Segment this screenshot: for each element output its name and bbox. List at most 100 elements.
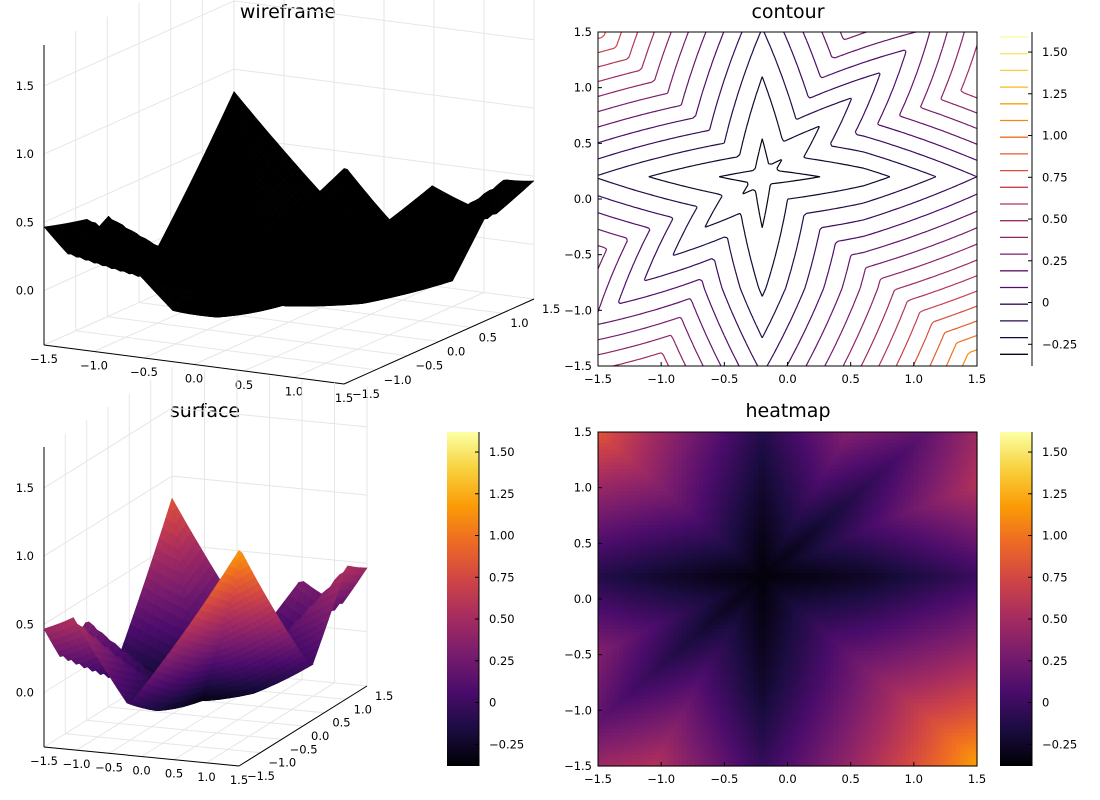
grid-line <box>233 0 535 41</box>
z-tick-label: 1.5 <box>16 79 34 93</box>
contour-x-tick-label: 0.5 <box>842 372 860 386</box>
contour-colorbar-tick-label: −0.25 <box>1042 337 1077 351</box>
contour-y-tick-label: 0.0 <box>574 192 592 206</box>
grid-line <box>233 68 535 109</box>
y-tick-label: −0.5 <box>415 359 443 373</box>
z-tick-label: 0.0 <box>16 685 34 699</box>
heatmap-cell <box>598 480 603 485</box>
heatmap-title: heatmap <box>745 400 830 422</box>
surface-colorbar-tick-label: 1.25 <box>489 487 515 501</box>
contour-x-tick-label: 1.0 <box>905 372 923 386</box>
contour-x-tick-label: 1.5 <box>968 372 986 386</box>
grid-line <box>107 706 304 727</box>
grid-line <box>233 136 535 177</box>
y-tick-label: 1.0 <box>354 702 372 716</box>
x-tick-label: 1.0 <box>285 385 303 399</box>
heatmap-cells <box>598 432 978 767</box>
x-tick-label: 0.0 <box>185 372 203 386</box>
surface-colorbar-tick-label: 0.25 <box>489 654 515 668</box>
grid-line <box>86 719 282 740</box>
x-tick-label: −1.0 <box>63 757 91 771</box>
contour-x-tick-label: −0.5 <box>710 372 738 386</box>
z-tick-label: 0.0 <box>16 283 34 297</box>
heatmap-cell <box>598 487 603 492</box>
surface-colorbar-tick-label: 0.50 <box>489 612 515 626</box>
heatmap-cell <box>598 435 603 441</box>
panel-wireframe: wireframe −1.5 −1.0 −0.5 0.0 0.5 1.0 1.5−1.5−1… <box>16 0 560 405</box>
heatmap-cell <box>598 443 603 448</box>
x-tick-label: 1.0 <box>197 770 215 784</box>
heatmap-cell <box>598 532 603 537</box>
x-tick-label: −0.5 <box>95 760 123 774</box>
x-tick-label: −1.0 <box>80 359 108 373</box>
z-tick-label: 1.5 <box>16 481 34 495</box>
contour-colorbar-tick-label: 1.50 <box>1042 45 1068 59</box>
x-tick-label: 1.5 <box>335 391 353 405</box>
surface-colorbar-tick-label: 1.00 <box>489 529 515 543</box>
y-tick-label: 0.5 <box>332 716 350 730</box>
contour-y-tick-label: −0.5 <box>564 248 592 262</box>
heatmap-cell <box>598 461 603 466</box>
contour-y-tick-label: 1.0 <box>574 81 592 95</box>
y-axis-line <box>343 298 535 385</box>
x-tick-label: −1.5 <box>30 352 58 366</box>
grid-line <box>43 0 235 87</box>
z-tick-label: 0.5 <box>16 215 34 229</box>
y-tick-label: 0.0 <box>311 729 329 743</box>
x-tick-label: 0.0 <box>132 764 150 778</box>
heatmap-cell <box>598 454 603 459</box>
x-axis-line <box>43 344 345 385</box>
panel-surface: surface −1.5−1.0−0.50.00.51.01.5−1.5−1.0… <box>16 367 524 787</box>
contour-y-tick-label: −1.5 <box>564 359 592 373</box>
wireframe-title: wireframe <box>240 1 336 23</box>
surface-mesh <box>43 497 368 712</box>
contour-colorbar-tick-label: 0.25 <box>1042 254 1068 268</box>
contour-colorbar-tick-label: 1.00 <box>1042 129 1068 143</box>
heatmap-cell <box>598 509 603 515</box>
heatmap-cell <box>598 513 603 518</box>
grid-line <box>43 136 235 223</box>
panel-contour: contour −1.5 −1.0 −0.5 0.0 0.5 1.0 1.5−1.5−1.0… <box>564 1 1077 386</box>
x-tick-label: 0.5 <box>165 767 183 781</box>
y-tick-label: −1.0 <box>268 756 296 770</box>
grid-line <box>65 733 261 754</box>
heatmap-cell <box>598 432 603 437</box>
x-tick-label: −0.5 <box>130 365 158 379</box>
panel-heatmap: heatmap −1.5 −1.0 −0.5 0.0 0.5 1.0 1.5−1.5−1.0… <box>564 400 1077 786</box>
grid-line <box>75 330 376 371</box>
heatmap-cell <box>598 506 603 511</box>
y-tick-label: −1.5 <box>352 387 380 401</box>
surface-colorbar-gradient <box>447 432 479 766</box>
heatmap-cell <box>598 528 603 533</box>
y-tick-label: 0.0 <box>447 345 465 359</box>
surface-colorbar-tick-label: −0.25 <box>489 737 524 751</box>
x-tick-label: 1.5 <box>230 773 248 787</box>
contour-y-tick-label: −1.0 <box>564 303 592 317</box>
x-tick-label: −1.5 <box>30 754 58 768</box>
surface-colorbar-tick-label: 0 <box>489 696 496 710</box>
contour-title: contour <box>751 1 824 23</box>
heatmap-cell <box>598 498 603 504</box>
heatmap-cell <box>598 495 603 500</box>
y-tick-label: −0.5 <box>290 742 318 756</box>
x-tick-label: 0.5 <box>235 378 253 392</box>
wireframe-mesh <box>43 90 535 318</box>
heatmap-cell <box>598 524 603 530</box>
heatmap-cell <box>598 439 603 444</box>
contour-x-tick-label: −1.0 <box>647 372 675 386</box>
contour-colorbar-tick-label: 1.25 <box>1042 87 1068 101</box>
y-tick-label: 1.5 <box>375 689 393 703</box>
contour-colorbar-tick-label: 0.75 <box>1042 170 1068 184</box>
heatmap-cell <box>598 476 603 481</box>
contour-colorbar-tick-label: 0.50 <box>1042 212 1068 226</box>
heatmap-cell <box>598 457 603 463</box>
y-tick-label: 0.5 <box>479 330 497 344</box>
heatmap-cell <box>598 517 603 522</box>
heatmap-cell <box>598 469 603 474</box>
surface-colorbar-tick-label: 0.75 <box>489 570 515 584</box>
contour-y-tick-label: 1.5 <box>574 25 592 39</box>
z-tick-label: 1.0 <box>16 147 34 161</box>
